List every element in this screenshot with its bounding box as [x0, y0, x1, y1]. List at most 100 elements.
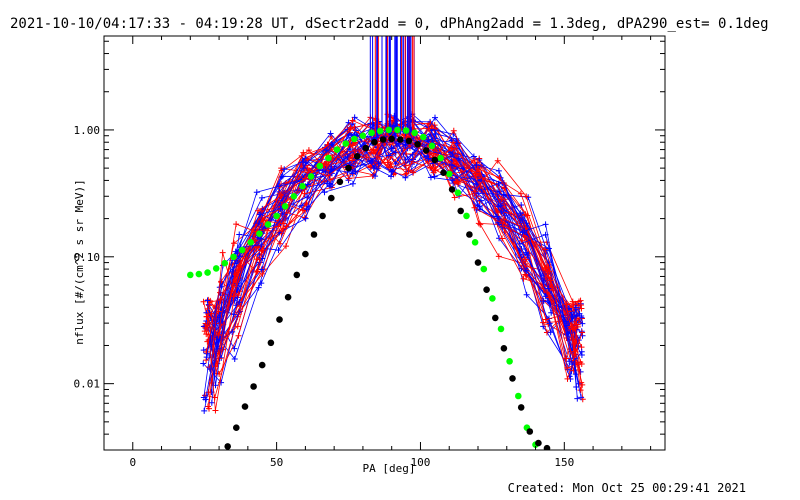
black-fit-point [457, 207, 465, 215]
trace-marker [427, 174, 434, 181]
black-fit-point [483, 286, 490, 294]
trace-marker [475, 220, 482, 227]
trace-marker [476, 204, 483, 211]
green-fit-point [497, 325, 505, 333]
black-fit-point [500, 345, 508, 352]
trace-marker [563, 355, 570, 362]
green-fit-point [445, 170, 453, 178]
green-fit-point [437, 154, 444, 162]
green-fit-point [463, 212, 470, 220]
trace-marker [516, 240, 523, 247]
x-axis-label: PA [deg] [363, 462, 416, 475]
y-tick-label: 0.01 [74, 378, 101, 391]
trace-marker [578, 394, 585, 401]
trace-marker [579, 320, 586, 327]
trace-marker [402, 162, 409, 169]
trace-marker [323, 147, 330, 154]
trace-marker [236, 263, 243, 270]
black-fit-point [328, 194, 335, 202]
black-fit-point [422, 147, 430, 154]
trace-marker [471, 204, 478, 211]
trace-marker [203, 313, 210, 320]
trace-marker [432, 130, 439, 137]
trace-marker [202, 396, 209, 403]
trace-marker [573, 321, 580, 328]
black-fit-point [397, 136, 404, 143]
trace-marker [388, 168, 395, 175]
green-fit-point [290, 193, 298, 200]
black-fit-point [405, 137, 413, 145]
green-fit-point [221, 259, 229, 267]
trace-marker [499, 235, 506, 242]
trace-marker [349, 180, 356, 187]
black-fit-point [474, 259, 482, 266]
green-fit-point [411, 129, 419, 137]
trace-marker [542, 293, 549, 300]
trace-marker [451, 145, 458, 152]
trace-marker [385, 152, 392, 159]
black-fit-point [310, 231, 318, 238]
trace-marker [523, 256, 530, 263]
green-fit-point [489, 295, 496, 302]
black-fit-point [319, 212, 326, 220]
trace-marker [260, 217, 267, 224]
trace-marker [351, 123, 358, 130]
trace-marker [299, 207, 306, 214]
trace-marker [201, 407, 208, 414]
green-fit-point [325, 154, 332, 162]
trace-marker [545, 285, 552, 292]
trace-marker [410, 169, 417, 176]
green-fit-point [256, 230, 263, 237]
green-fit-point [316, 162, 324, 170]
trace-marker [234, 323, 241, 330]
trace-marker [388, 144, 395, 151]
trace-marker [328, 141, 335, 148]
trace-marker [540, 298, 547, 305]
trace-marker [231, 240, 238, 247]
y-tick-label: 1.00 [74, 124, 101, 137]
trace-marker [303, 206, 310, 213]
trace-marker [522, 271, 529, 278]
trace-marker [276, 240, 283, 247]
black-fit-point [535, 439, 542, 447]
trace-marker [215, 332, 222, 339]
trace-marker [283, 180, 290, 187]
trace-marker [574, 395, 581, 402]
y-axis-label: nflux [#/(cm^2 s sr MeV)] [73, 179, 86, 345]
trace-marker [281, 166, 288, 173]
green-fit-point [428, 142, 436, 150]
trace-marker [205, 302, 212, 309]
trace-marker [473, 161, 480, 168]
trace-marker [542, 221, 549, 228]
trace-marker [208, 399, 215, 406]
trace-marker [301, 214, 308, 221]
green-fit-point [506, 358, 513, 365]
black-fit-point [233, 424, 240, 432]
trace-marker [235, 292, 242, 299]
black-fit-point [509, 375, 516, 382]
trace-marker [545, 245, 552, 252]
trace-marker [402, 156, 409, 163]
x-tick-label: 150 [554, 456, 574, 469]
trace-marker [258, 280, 265, 287]
trace-marker [425, 125, 432, 132]
trace-marker [523, 193, 530, 200]
trace-marker [201, 328, 208, 335]
trace-marker [387, 141, 394, 148]
trace-marker [579, 381, 586, 388]
trace-marker [327, 166, 334, 173]
black-fit-point [448, 186, 456, 193]
trace-marker [374, 153, 381, 160]
black-fit-point [276, 316, 283, 323]
green-fit-point [273, 212, 280, 220]
trace-marker [546, 294, 553, 301]
trace-marker [253, 189, 260, 196]
black-fit-point [379, 136, 387, 143]
black-fit-point [526, 428, 534, 435]
green-fit-point [385, 126, 393, 134]
trace-marker [518, 237, 525, 244]
trace-marker [325, 143, 332, 150]
trace-marker [275, 247, 282, 254]
black-fit-point [258, 361, 266, 369]
